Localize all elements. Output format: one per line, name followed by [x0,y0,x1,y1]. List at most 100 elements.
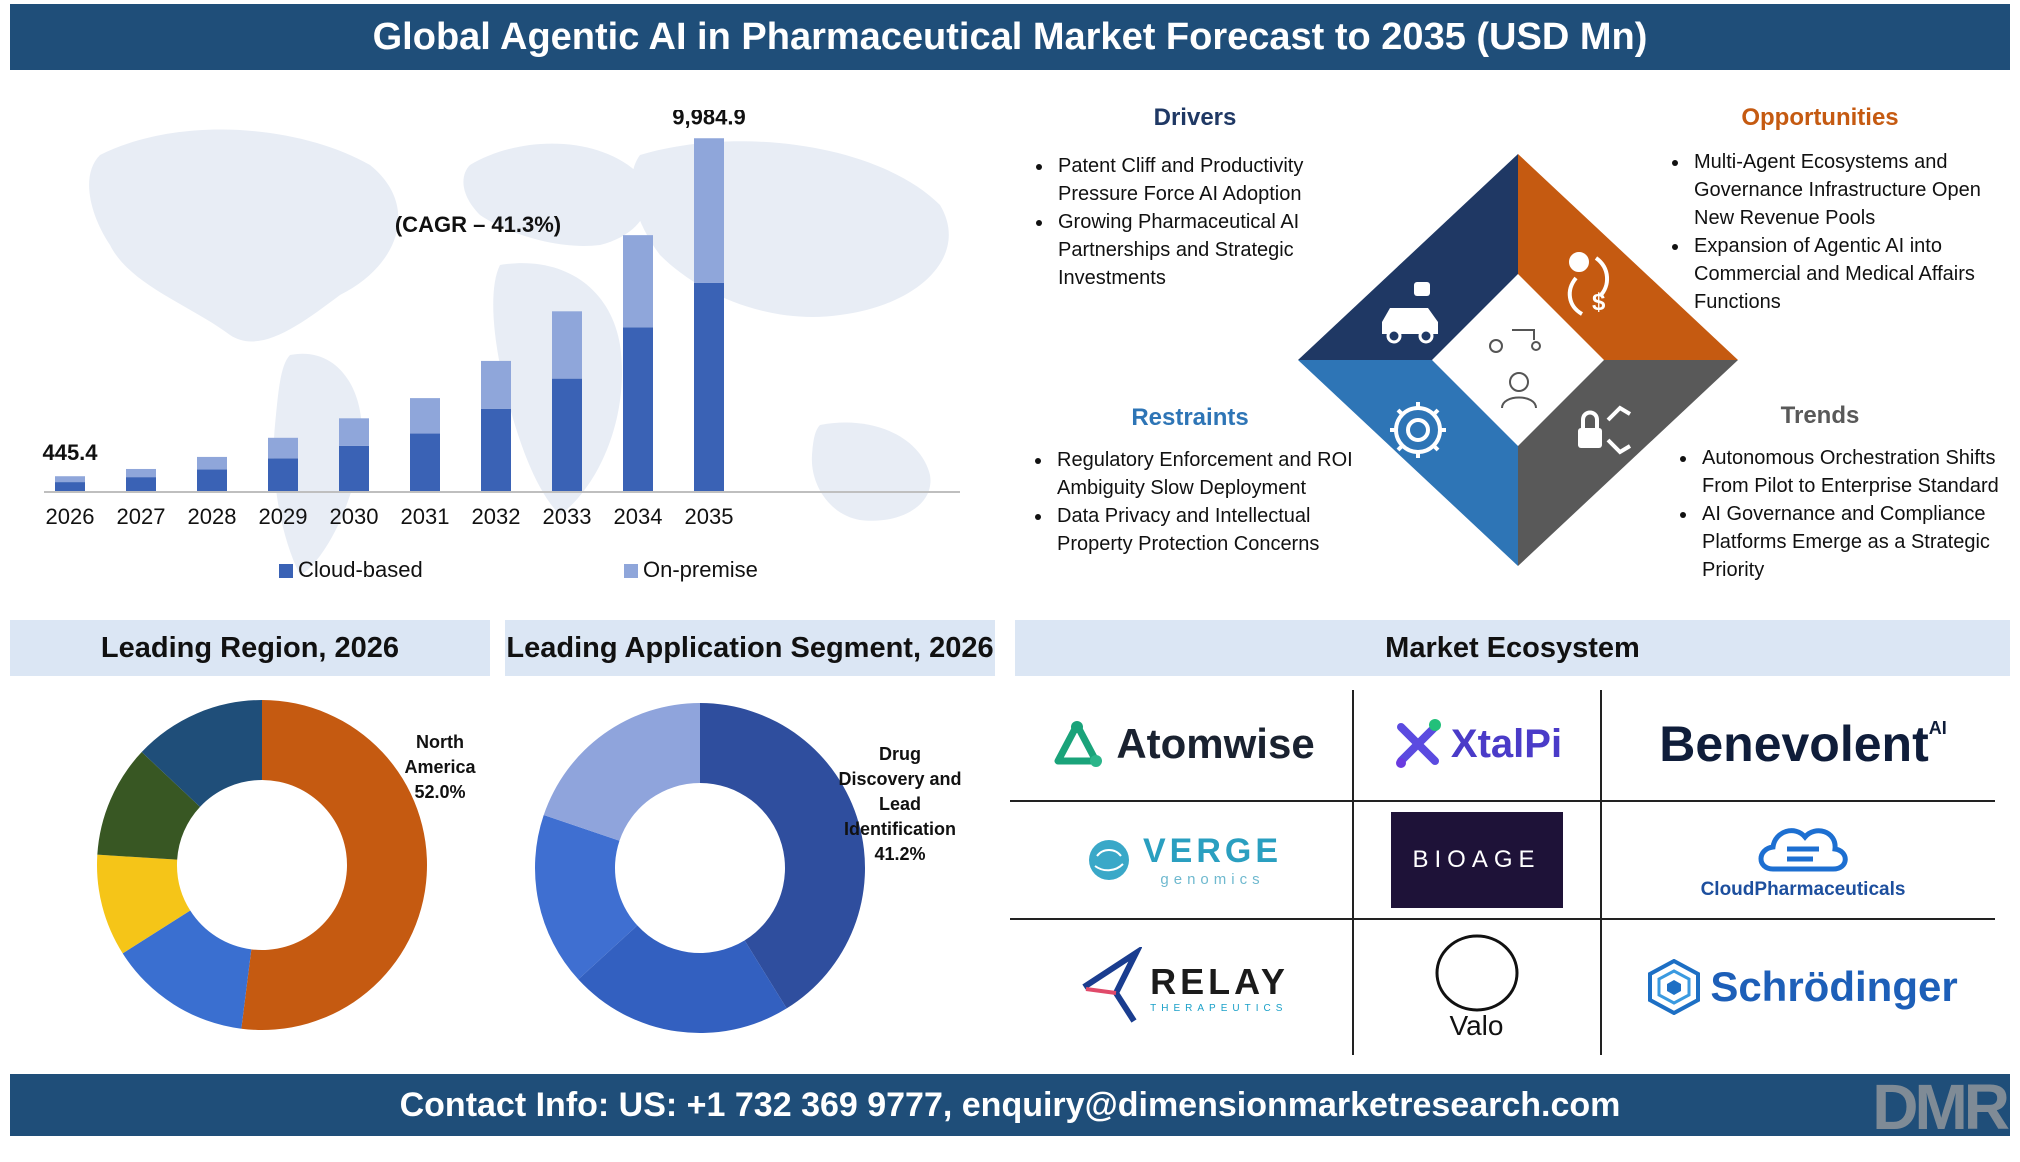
diamond-drivers-quadrant [1298,154,1518,360]
bar-segment-cloud [552,378,582,492]
application-slice-3 [543,703,700,841]
diamond-center [1432,274,1604,446]
x-tick-label: 2030 [330,504,379,529]
data-label-last: 9,984.9 [672,110,745,129]
bar-segment-cloud [55,482,85,492]
bar-segment-cloud [268,458,298,492]
logo-bioage: BIOAGE [1355,804,1598,916]
drivers-list: Patent Cliff and Productivity Pressure F… [1024,152,1374,292]
bar-segment-onprem [410,398,440,434]
bar-segment-onprem [55,476,85,483]
bar-segment-cloud [623,327,653,492]
bar-segment-onprem [481,360,511,409]
restraints-item: Regulatory Enforcement and ROI Ambiguity… [1053,446,1383,502]
legend-swatch-cloud [279,564,293,578]
region-label-line: America [404,757,476,777]
legend-label-onprem: On-premise [643,557,758,582]
ecosystem-panel-header: Market Ecosystem [1015,620,2010,676]
drivers-item: Growing Pharmaceutical AI Partnerships a… [1054,208,1374,292]
application-label-value: 41.2% [874,844,925,864]
logo-relay-therapeutics: RELAY THERAPEUTICS [1015,922,1350,1052]
application-donut-chart: Drug Discovery and Lead Identification 4… [535,703,962,1033]
application-label-line: Lead [879,794,921,814]
relay-mark-icon [1082,947,1143,1023]
logo-cloud-pharmaceuticals: CloudPharmaceuticals [1603,804,2003,916]
contact-text: Contact Info: US: +1 732 369 9777, enqui… [399,1085,1621,1124]
grid-divider [1352,690,1354,1055]
x-tick-label: 2031 [401,504,450,529]
bar-segment-onprem [339,418,369,446]
x-tick-label: 2026 [46,504,95,529]
atomwise-mark-icon [1054,721,1103,767]
legend-label-cloud: Cloud-based [298,557,423,582]
application-label-line: Discovery and [838,769,961,789]
region-slice-3 [97,752,201,860]
drivers-title: Drivers [1153,104,1237,131]
region-slice-1 [122,910,252,1029]
bar-segment-onprem [268,437,298,459]
trends-title: Trends [1780,402,1860,429]
exchange-dollar-icon: $ [1567,252,1609,316]
bar-segment-onprem [126,468,156,478]
logo-schrodinger: Schrödinger [1603,922,2003,1052]
bar-segment-cloud [481,408,511,492]
region-slice-0 [241,700,428,1030]
svg-text:$: $ [1592,289,1606,316]
opportunities-item: Expansion of Agentic AI into Commercial … [1690,232,2020,316]
region-label-value: 52.0% [414,782,465,802]
restraints-title: Restraints [1131,404,1249,431]
region-panel-header: Leading Region, 2026 [10,620,490,676]
x-tick-label: 2027 [117,504,166,529]
trends-item: Autonomous Orchestration Shifts From Pil… [1698,444,2020,500]
bar-segment-cloud [410,433,440,492]
trends-list: Autonomous Orchestration Shifts From Pil… [1668,444,2020,584]
region-donut-chart: North America 52.0% [97,700,477,1030]
robot-car-icon [1382,282,1438,344]
dmr-logo: DMR [1872,1071,2010,1143]
bar-segment-cloud [197,469,227,492]
restraints-item: Data Privacy and Intellectual Property P… [1053,502,1383,558]
legend-swatch-onprem [624,564,638,578]
lock-growth-icon [1578,405,1632,455]
bar-segment-cloud [339,445,369,492]
bar-segment-cloud [126,477,156,492]
bar-segment-onprem [694,138,724,283]
region-slice-2 [97,854,191,954]
bar-segment-onprem [197,456,227,470]
application-label-line: Identification [844,819,956,839]
grid-divider [1600,690,1602,1055]
x-tick-label: 2028 [188,504,237,529]
data-label-first: 445.4 [42,440,98,465]
logo-xtalpi: XtalPi [1355,690,1598,798]
diamond-trends-quadrant [1518,360,1738,566]
application-slice-1 [578,925,787,1033]
page-title: Global Agentic AI in Pharmaceutical Mark… [10,4,2010,70]
market-dynamics-diamond: $ [1298,154,1738,566]
bar-segment-cloud [694,282,724,492]
xtalpi-mark-icon [1395,719,1441,768]
region-slice-4 [141,700,262,807]
trends-item: AI Governance and Compliance Platforms E… [1698,500,2020,584]
market-forecast-bar-chart: 2026 2027 2028 2029 2030 2031 2032 2033 2034 2035… [42,110,960,582]
bar-segment-onprem [623,235,653,328]
grid-divider [1010,918,1995,920]
application-label-line: Drug [879,744,921,764]
grid-divider [1010,800,1995,802]
ai-person-icon [1489,329,1541,409]
contact-info-bar: Contact Info: US: +1 732 369 9777, enqui… [10,1074,2010,1136]
cloud-icon [1758,828,1848,872]
x-tick-label: 2034 [614,504,663,529]
region-label-line: North [416,732,464,752]
application-slice-0 [700,703,865,1009]
x-tick-label: 2032 [472,504,521,529]
cagr-annotation: (CAGR – 41.3%) [395,212,561,237]
valo-circle-icon [1435,934,1518,1012]
opportunities-item: Multi-Agent Ecosystems and Governance In… [1690,148,2020,232]
hexagon-icon [1648,959,1701,1015]
logo-atomwise: Atomwise [1015,690,1350,798]
chart-legend: Cloud-based On-premise [279,557,758,582]
logo-valo: Valo [1355,922,1598,1052]
restraints-list: Regulatory Enforcement and ROI Ambiguity… [1023,446,1383,558]
diamond-restraints-quadrant [1298,360,1518,566]
application-panel-header: Leading Application Segment, 2026 [505,620,995,676]
